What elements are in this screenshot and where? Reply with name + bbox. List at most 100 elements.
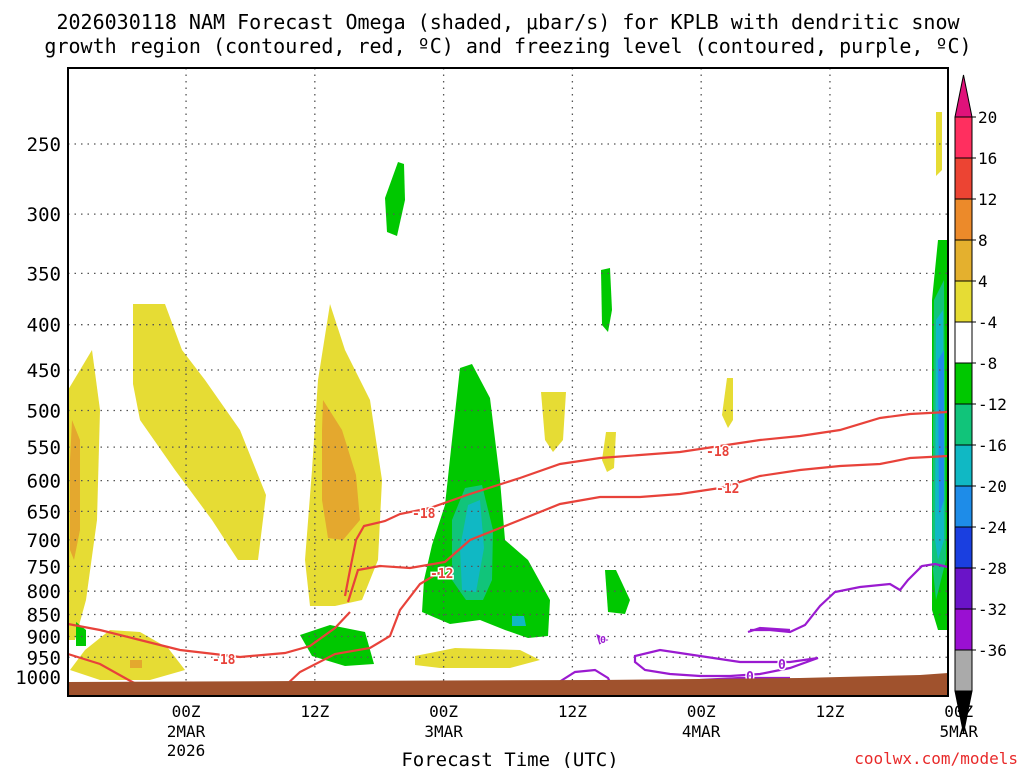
colorbar-swatch — [954, 239, 973, 282]
colorbar-swatch — [954, 157, 973, 200]
colorbar-label: -32 — [978, 600, 1007, 619]
colorbar-label: -4 — [978, 313, 997, 332]
omega-region-yellow — [722, 378, 733, 428]
colorbar-label: 20 — [978, 108, 997, 127]
omega-region-gold — [70, 420, 80, 560]
x-tick-label: 12Z — [558, 702, 587, 721]
colorbar-swatch — [954, 403, 973, 446]
colorbar-swatch — [954, 362, 973, 405]
colorbar-label: -24 — [978, 518, 1007, 537]
plot-frame — [67, 67, 949, 697]
colorbar-swatch — [954, 649, 973, 692]
contour-red-loop — [284, 571, 441, 687]
y-tick-label: 250 — [27, 134, 61, 156]
colorbar-swatch — [954, 567, 973, 610]
colorbar-label: 8 — [978, 231, 988, 250]
colorbar-swatch — [954, 280, 973, 323]
omega-region-cyan — [512, 616, 526, 626]
contour-label: 0 — [778, 658, 786, 673]
x-tick-date: 4MAR — [682, 722, 721, 741]
plot-area: -18 -12 -18 -12 -18 -12 0 0 0 — [68, 68, 948, 696]
colorbar-swatch — [954, 526, 973, 569]
contour-red-18-lower — [68, 611, 351, 659]
contour-label: 0 — [600, 635, 606, 646]
colorbar-label: -16 — [978, 436, 1007, 455]
colorbar-swatch — [954, 198, 973, 241]
x-tick-date: 3MAR — [424, 722, 463, 741]
contour-purple-0-dot — [596, 633, 609, 645]
omega-region-yellow — [68, 350, 100, 640]
colorbar-swatch — [954, 608, 973, 651]
omega-region-yellow — [541, 392, 566, 452]
contour-label: 0 — [746, 670, 754, 685]
colorbar-label: -8 — [978, 354, 997, 373]
colorbar-label: -12 — [978, 395, 1007, 414]
contour-label: -12 — [716, 482, 739, 497]
omega-region-yellow — [133, 304, 266, 560]
omega-region-green — [601, 268, 612, 332]
x-tick-label: 00Z — [172, 702, 201, 721]
omega-region-cyan — [460, 500, 484, 592]
contour-purple-0-arc — [747, 626, 791, 634]
colorbar-label: -20 — [978, 477, 1007, 496]
y-tick-label: 650 — [27, 501, 61, 523]
x-tick-label: 12Z — [815, 702, 844, 721]
grid-lines — [68, 68, 948, 696]
omega-region-green — [300, 625, 374, 666]
x-tick-year: 2026 — [167, 741, 206, 760]
y-tick-label: 300 — [27, 204, 61, 226]
y-tick-label: 600 — [27, 471, 61, 493]
omega-region-blue — [938, 350, 944, 515]
colorbar-label: 4 — [978, 272, 988, 291]
x-axis-title: Forecast Time (UTC) — [401, 749, 618, 768]
omega-region-gold — [130, 660, 142, 668]
colorbar-label: -36 — [978, 641, 1007, 660]
contour-label: -18 — [212, 653, 236, 668]
x-tick-label: 12Z — [300, 702, 329, 721]
colorbar-over-triangle — [954, 74, 973, 118]
y-tick-label: 550 — [27, 437, 61, 459]
x-tick-label: 00Z — [429, 702, 458, 721]
y-tick-label: 950 — [27, 647, 61, 669]
y-tick-label: 500 — [27, 401, 61, 423]
chart-title-line2: growth region (contoured, red, ºC) and f… — [44, 34, 971, 58]
dendritic-contours — [68, 410, 948, 687]
contour-label: -12 — [430, 567, 453, 582]
site-branding[interactable]: coolwx.com/models — [854, 749, 1018, 768]
omega-region-yellow — [415, 648, 540, 668]
y-tick-label: 850 — [27, 605, 61, 627]
contour-purple-0-low — [633, 648, 819, 678]
y-tick-label: 400 — [27, 315, 61, 337]
contour-label: -12 — [724, 485, 747, 500]
omega-region-green — [605, 570, 630, 614]
colorbar-label: 16 — [978, 149, 997, 168]
contour-labels: -18 -12 -18 -12 -18 -12 0 0 0 — [211, 444, 788, 687]
x-tick-date: 5MAR — [939, 722, 978, 741]
y-tick-label: 1000 — [15, 667, 61, 689]
contour-label: -18 — [706, 445, 730, 460]
colorbar-swatch — [954, 116, 973, 159]
chart-title-line1: 2026030118 NAM Forecast Omega (shaded, μ… — [56, 10, 960, 34]
contour-label: -18 — [412, 507, 436, 522]
colorbar-swatch — [954, 444, 973, 487]
colorbar-label: 12 — [978, 190, 997, 209]
omega-shading — [68, 112, 948, 680]
colorbar-swatch — [954, 485, 973, 528]
omega-region-yellow — [70, 630, 185, 680]
colorbar-swatch — [954, 321, 973, 364]
terrain-ground — [68, 673, 948, 696]
x-tick-date: 2MAR — [167, 722, 206, 741]
y-tick-label: 750 — [27, 556, 61, 578]
y-tick-label: 700 — [27, 530, 61, 552]
contour-red-18-upper — [343, 410, 948, 597]
colorbar-label: -28 — [978, 559, 1007, 578]
y-tick-label: 800 — [27, 581, 61, 603]
y-tick-label: 900 — [27, 626, 61, 648]
y-axis-labels: 2503003504004505005506006507007508008509… — [15, 134, 61, 689]
y-tick-label: 350 — [27, 263, 61, 285]
colorbar-under-triangle — [954, 690, 973, 734]
omega-region-gold — [322, 400, 360, 540]
omega-region-yellow — [602, 432, 616, 472]
x-tick-label: 00Z — [687, 702, 716, 721]
